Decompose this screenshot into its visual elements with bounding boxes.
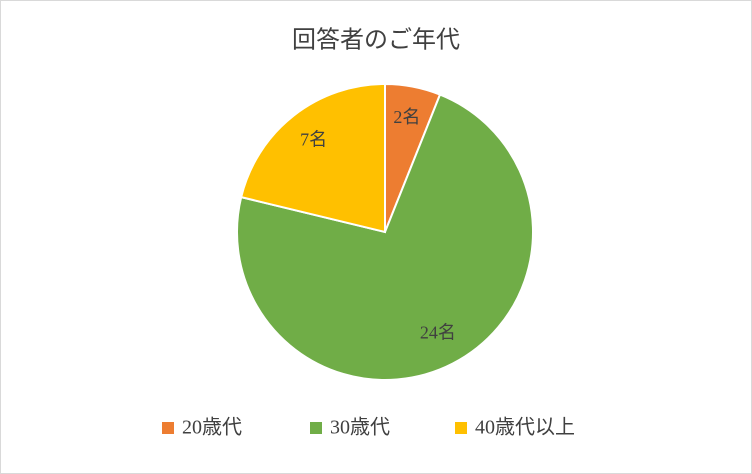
data-label: 7名 [300, 129, 327, 149]
legend-label: 30歳代 [330, 416, 390, 439]
legend-label: 20歳代 [182, 416, 242, 439]
legend-swatch [310, 422, 322, 434]
data-label: 24名 [420, 323, 456, 343]
legend-swatch [162, 422, 174, 434]
pie-slice [239, 82, 386, 234]
legend-swatch [455, 422, 467, 434]
pie-slice [236, 93, 534, 381]
data-label: 2名 [393, 107, 420, 127]
legend-label: 40歳代以上 [475, 416, 575, 439]
chart-title: 回答者のご年代 [292, 27, 460, 54]
